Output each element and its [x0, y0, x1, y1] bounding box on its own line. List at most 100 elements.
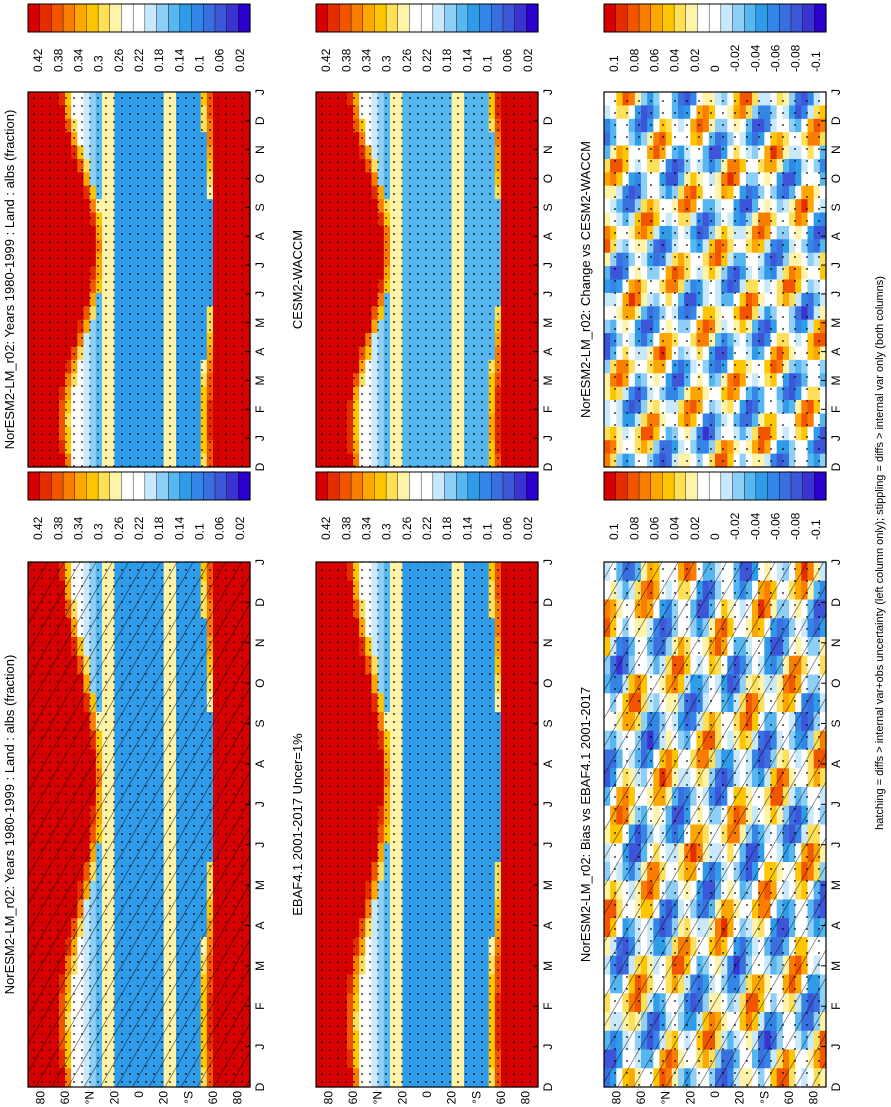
month-tick-label: M: [253, 961, 267, 971]
month-tick-label: J: [253, 89, 267, 95]
lat-tick-label: °N: [371, 1091, 385, 1104]
month-tick-label: S: [253, 720, 267, 728]
plot-frame: [27, 91, 251, 468]
month-tick-label: J: [541, 842, 555, 848]
month-tick-label: S: [253, 203, 267, 211]
month-tick-label: J: [541, 559, 555, 565]
month-tick-label: O: [253, 174, 267, 183]
panels-container: NorESM2-LM_r02: Years 1980-1999 : Land :…: [2, 89, 843, 1104]
month-tick-label: J: [829, 1044, 843, 1050]
month-tick-label: N: [253, 145, 267, 154]
month-tick-label: A: [253, 760, 267, 768]
lat-tick-label: 80: [807, 1091, 821, 1105]
month-tick-label: F: [829, 1003, 843, 1010]
month-tick-label: S: [829, 720, 843, 728]
lat-tick-label: 60: [494, 1091, 508, 1105]
lat-tick-label: 0: [708, 1091, 722, 1098]
month-tick-label: S: [541, 720, 555, 728]
month-tick-label: J: [253, 1044, 267, 1050]
month-tick-label: A: [829, 921, 843, 929]
month-tick-label: M: [253, 375, 267, 385]
lat-tick-label: 20: [107, 1091, 121, 1105]
month-tick-label: A: [541, 760, 555, 768]
panel-title: NorESM2-LM_r02: Years 1980-1999 : Land :…: [2, 110, 17, 450]
panel-4: NorESM2-LM_r02: Years 1980-1999 : Land :…: [2, 89, 267, 484]
month-tick-label: J: [253, 435, 267, 441]
lat-tick-label: 60: [58, 1091, 72, 1105]
month-tick-label: M: [541, 880, 555, 890]
month-tick-label: N: [829, 638, 843, 647]
month-tick-label: F: [541, 1003, 555, 1010]
month-tick-label: D: [829, 1082, 843, 1091]
month-tick-label: M: [829, 880, 843, 890]
panel-title: EBAF4.1 2001-2017 Uncer=1%: [290, 733, 305, 916]
lat-tick-label: 0: [132, 1091, 146, 1098]
month-tick-label: D: [253, 462, 267, 471]
month-tick-label: O: [829, 678, 843, 687]
plot-frame: [603, 561, 827, 1088]
lat-tick-label: °N: [83, 1091, 97, 1104]
month-tick-label: O: [253, 678, 267, 687]
lat-tick-label: 80: [609, 1091, 623, 1105]
lat-tick-label: 0: [420, 1091, 434, 1098]
panel-1: NorESM2-LM_r02: Years 1980-1999 : Land :…: [2, 559, 267, 1104]
lat-tick-label: 60: [206, 1091, 220, 1105]
month-tick-label: F: [253, 1003, 267, 1010]
stippling-overlay: [604, 562, 826, 1087]
lat-tick-label: 80: [33, 1091, 47, 1105]
month-tick-label: J: [253, 842, 267, 848]
plot-frame: [27, 561, 251, 1088]
month-tick-label: D: [253, 116, 267, 125]
lat-tick-label: 80: [519, 1091, 533, 1105]
lat-tick-label: 60: [346, 1091, 360, 1105]
panel-5: CESM2-WACCMDJFMAMJJASONDJ8060°N20020°S60…: [290, 89, 555, 484]
lat-tick-label: 20: [445, 1091, 459, 1105]
lat-tick-label: 20: [733, 1091, 747, 1105]
lat-tick-label: 80: [321, 1091, 335, 1105]
month-tick-label: A: [541, 921, 555, 929]
month-tick-label: J: [541, 801, 555, 807]
lat-tick-label: 60: [782, 1091, 796, 1105]
month-tick-label: J: [253, 291, 267, 297]
month-tick-label: M: [829, 961, 843, 971]
month-tick-label: N: [253, 638, 267, 647]
lat-tick-label: °S: [757, 1091, 771, 1104]
panel-2: EBAF4.1 2001-2017 Uncer=1% D J F M A M J J A S O N D J…: [290, 559, 555, 1104]
month-tick-label: D: [829, 598, 843, 607]
month-tick-label: A: [829, 760, 843, 768]
month-tick-label: D: [541, 1082, 555, 1091]
month-tick-label: J: [829, 842, 843, 848]
panel-title: NorESM2-LM_r02: Bias vs EBAF4.1 2001-201…: [578, 687, 593, 962]
month-tick-label: N: [541, 638, 555, 647]
month-tick-label: J: [253, 801, 267, 807]
stippling-overlay: [28, 92, 250, 467]
month-tick-label: A: [253, 921, 267, 929]
lat-tick-label: 60: [634, 1091, 648, 1105]
lat-tick-label: 20: [395, 1091, 409, 1105]
month-tick-label: D: [541, 598, 555, 607]
lat-tick-label: 80: [231, 1091, 245, 1105]
month-tick-label: M: [253, 318, 267, 328]
lat-tick-label: 20: [157, 1091, 171, 1105]
lat-tick-label: °S: [181, 1091, 195, 1104]
stippling-overlay: [316, 562, 538, 1087]
month-tick-label: J: [253, 262, 267, 268]
lat-tick-label: 20: [683, 1091, 697, 1105]
month-tick-label: D: [253, 598, 267, 607]
month-tick-label: J: [829, 559, 843, 565]
lat-tick-label: °S: [469, 1091, 483, 1104]
month-tick-label: D: [253, 1082, 267, 1091]
month-tick-label: M: [253, 880, 267, 890]
month-tick-label: J: [541, 1044, 555, 1050]
stippling-overlay: [28, 562, 250, 1087]
plot-frame: [315, 561, 539, 1088]
month-tick-label: M: [541, 961, 555, 971]
month-tick-label: J: [253, 559, 267, 565]
panel-title: NorESM2-LM_r02: Years 1980-1999 : Land :…: [2, 655, 17, 995]
panel-3: NorESM2-LM_r02: Bias vs EBAF4.1 2001-201…: [578, 559, 843, 1104]
month-tick-label: J: [829, 801, 843, 807]
month-tick-label: O: [541, 678, 555, 687]
month-tick-label: F: [253, 406, 267, 413]
month-tick-label: A: [253, 348, 267, 356]
